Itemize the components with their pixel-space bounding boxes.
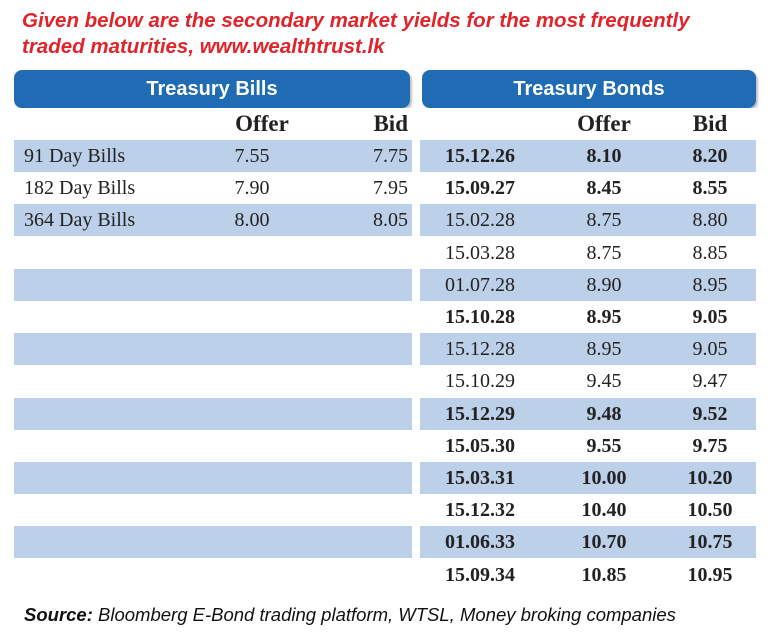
bond-maturity: 15.02.28 <box>445 209 515 232</box>
bond-maturity: 01.06.33 <box>445 531 515 554</box>
bond-offer: 8.90 <box>586 273 622 296</box>
bill-offer: 8.00 <box>234 209 270 232</box>
bill-name: 364 Day Bills <box>24 209 136 232</box>
column-divider <box>412 397 420 430</box>
bond-maturity: 15.10.28 <box>445 306 515 328</box>
table-row: 91 Day Bills 7.55 7.75 15.12.26 8.10 8.20 <box>14 140 756 172</box>
bond-bid: 10.75 <box>687 531 733 554</box>
treasury-bonds-header: Treasury Bonds <box>422 70 756 108</box>
table-row: 182 Day Bills 7.90 7.95 15.09.27 8.45 8.55 <box>14 172 756 205</box>
bond-offer: 8.75 <box>586 241 622 264</box>
table-row: 15.10.28 8.95 9.05 <box>14 301 756 333</box>
bond-maturity: 15.12.28 <box>445 338 515 361</box>
bond-maturity: 15.03.31 <box>445 467 515 489</box>
source-label: Source: <box>24 604 93 625</box>
table-row: 01.07.28 8.90 8.95 <box>14 268 756 301</box>
table-row: 15.12.28 8.95 9.05 <box>14 333 756 366</box>
bond-offer: 10.85 <box>581 563 627 586</box>
bond-offer: 9.55 <box>586 434 622 457</box>
bond-offer: 8.95 <box>586 338 622 361</box>
bond-offer: 8.95 <box>586 306 622 328</box>
column-divider <box>412 268 420 301</box>
bond-bid: 10.95 <box>687 563 733 586</box>
caption-line-1: Given below are the secondary market yie… <box>22 9 690 32</box>
bond-offer: 10.00 <box>581 467 627 489</box>
bond-offer: 8.10 <box>586 145 622 167</box>
column-divider <box>412 172 420 205</box>
bond-bid: 9.05 <box>692 306 728 328</box>
column-divider <box>412 462 420 494</box>
bill-bid: 7.75 <box>373 145 408 167</box>
bond-bid: 10.20 <box>687 467 733 489</box>
table-row: 15.03.28 8.75 8.85 <box>14 236 756 269</box>
column-divider <box>412 333 420 366</box>
source-note: Source: Bloomberg E-Bond trading platfor… <box>24 603 676 627</box>
bill-name: 91 Day Bills <box>24 145 126 167</box>
caption-line-2: traded maturities, www.wealthtrust.lk <box>22 35 385 58</box>
column-divider <box>412 140 420 172</box>
bond-bid: 8.85 <box>692 241 728 264</box>
bond-offer: 10.40 <box>581 499 627 522</box>
bond-maturity: 15.05.30 <box>445 434 515 457</box>
column-divider <box>412 365 420 398</box>
bill-offer: 7.90 <box>234 177 270 200</box>
treasury-bills-header: Treasury Bills <box>14 70 410 108</box>
bill-offer: 7.55 <box>234 145 270 167</box>
bond-bid: 9.52 <box>692 402 728 425</box>
bond-maturity: 15.09.27 <box>445 177 515 200</box>
bond-bid: 8.55 <box>692 177 728 200</box>
bond-maturity: 15.12.32 <box>445 499 515 522</box>
bill-name: 182 Day Bills <box>24 177 136 200</box>
table-row: 15.09.34 10.85 10.95 <box>14 558 756 591</box>
column-divider <box>412 429 420 462</box>
bond-maturity: 15.12.29 <box>445 402 515 425</box>
bills-offer-header: Offer <box>235 111 289 136</box>
bonds-offer-header: Offer <box>577 111 631 136</box>
table-row: 15.03.31 10.00 10.20 <box>14 462 756 494</box>
column-divider <box>412 301 420 333</box>
table-row: 15.10.29 9.45 9.47 <box>14 365 756 398</box>
bond-maturity: 15.03.28 <box>445 241 515 264</box>
bond-offer: 8.75 <box>586 209 622 232</box>
bond-bid: 8.20 <box>692 145 728 167</box>
column-divider <box>412 526 420 559</box>
bill-bid: 7.95 <box>373 177 408 200</box>
source-text: Bloomberg E-Bond trading platform, WTSL,… <box>92 604 676 625</box>
yields-table: Treasury Bills Treasury Bonds Offer Bid … <box>14 66 756 600</box>
table-row: 15.12.32 10.40 10.50 <box>14 494 756 527</box>
table-row: 364 Day Bills 8.00 8.05 15.02.28 8.75 8.80 <box>14 204 756 237</box>
column-header-row: Offer Bid Offer Bid <box>14 108 756 140</box>
bond-bid: 8.80 <box>692 209 728 232</box>
bond-offer: 8.45 <box>586 177 622 200</box>
bond-bid: 9.75 <box>692 434 728 457</box>
column-divider <box>412 494 420 527</box>
column-divider <box>412 236 420 269</box>
bond-bid: 9.05 <box>692 338 728 361</box>
bond-offer: 9.45 <box>586 370 622 393</box>
bills-bid-header: Bid <box>373 111 408 136</box>
bond-maturity: 15.10.29 <box>445 370 515 393</box>
bond-bid: 8.95 <box>692 273 728 296</box>
bond-maturity: 15.12.26 <box>445 145 515 167</box>
bond-offer: 9.48 <box>586 402 622 425</box>
column-divider <box>412 204 420 237</box>
caption: Given below are the secondary market yie… <box>22 8 762 60</box>
table-row: 15.12.29 9.48 9.52 <box>14 397 756 430</box>
bill-bid: 8.05 <box>373 209 408 232</box>
table-row: 01.06.33 10.70 10.75 <box>14 526 756 559</box>
bond-bid: 10.50 <box>687 499 733 522</box>
bond-offer: 10.70 <box>581 531 627 554</box>
bonds-bid-header: Bid <box>692 111 728 136</box>
table-row: 15.05.30 9.55 9.75 <box>14 429 756 462</box>
column-divider <box>412 558 420 591</box>
bond-maturity: 01.07.28 <box>445 273 515 296</box>
bond-maturity: 15.09.34 <box>445 563 515 586</box>
bond-bid: 9.47 <box>692 370 728 393</box>
